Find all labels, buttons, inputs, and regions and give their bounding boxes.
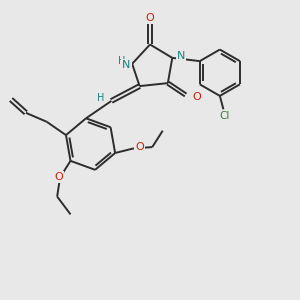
Text: N: N — [122, 60, 131, 70]
Text: O: O — [135, 142, 144, 152]
Text: O: O — [192, 92, 201, 101]
Text: H: H — [97, 93, 104, 103]
Text: Cl: Cl — [220, 111, 230, 121]
Text: O: O — [54, 172, 63, 182]
Text: O: O — [146, 13, 154, 23]
Text: H: H — [118, 56, 126, 66]
Text: N: N — [177, 51, 185, 62]
